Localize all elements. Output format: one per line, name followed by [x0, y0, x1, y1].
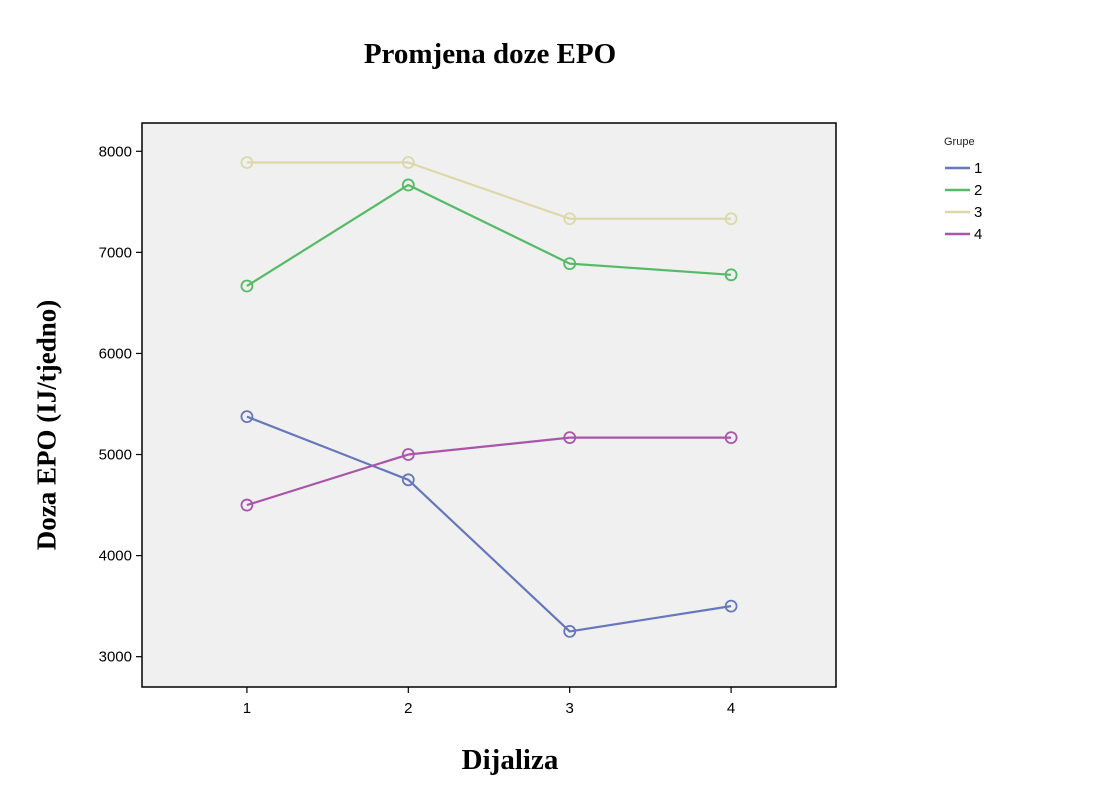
series-line — [246, 436, 732, 507]
chart-title: Promjena doze EPO — [363, 38, 617, 70]
series-2 — [240, 178, 738, 293]
x-axis-label: Dijaliza — [461, 744, 559, 776]
y-axis: 3000 4000 5000 6000 7000 8000 — [99, 143, 142, 666]
data-point — [724, 599, 738, 613]
series-line — [246, 183, 732, 287]
data-point — [401, 448, 415, 461]
data-point — [563, 212, 577, 226]
legend: Grupe 1 2 3 4 — [944, 136, 982, 243]
series-line — [246, 161, 732, 220]
data-point — [563, 431, 577, 445]
data-point — [240, 410, 254, 424]
legend-label: 1 — [974, 160, 982, 177]
data-point — [240, 498, 254, 512]
series-3 — [240, 156, 738, 226]
data-point — [401, 473, 415, 487]
data-point — [563, 625, 577, 638]
legend-label: 4 — [974, 226, 982, 243]
y-tick-label: 5000 — [99, 447, 132, 464]
data-point — [724, 268, 738, 282]
x-axis: 1 2 3 4 — [243, 687, 735, 717]
series-1 — [240, 410, 738, 638]
series-4 — [240, 431, 738, 512]
legend-item: 1 — [945, 160, 982, 177]
plot-area — [141, 122, 837, 688]
x-tick-label: 4 — [727, 700, 735, 717]
data-point — [724, 212, 738, 226]
series-line — [246, 415, 732, 633]
legend-item: 4 — [945, 226, 982, 243]
y-tick-label: 4000 — [99, 548, 132, 565]
x-tick-label: 3 — [566, 700, 574, 717]
legend-label: 3 — [974, 204, 982, 221]
legend-item: 3 — [945, 204, 982, 221]
y-tick-label: 3000 — [99, 649, 132, 666]
data-point — [240, 279, 254, 293]
y-tick-label: 8000 — [99, 143, 132, 160]
x-tick-label: 1 — [243, 700, 251, 717]
x-tick-label: 2 — [404, 700, 412, 717]
data-point — [563, 257, 577, 270]
data-point — [240, 156, 254, 169]
series-layer — [240, 156, 738, 638]
data-point — [724, 431, 738, 445]
legend-item: 2 — [945, 182, 982, 199]
y-tick-label: 7000 — [99, 244, 132, 261]
legend-label: 2 — [974, 182, 982, 199]
legend-title: Grupe — [944, 136, 975, 148]
y-tick-label: 6000 — [99, 345, 132, 362]
data-point — [401, 156, 415, 169]
data-point — [401, 178, 415, 192]
